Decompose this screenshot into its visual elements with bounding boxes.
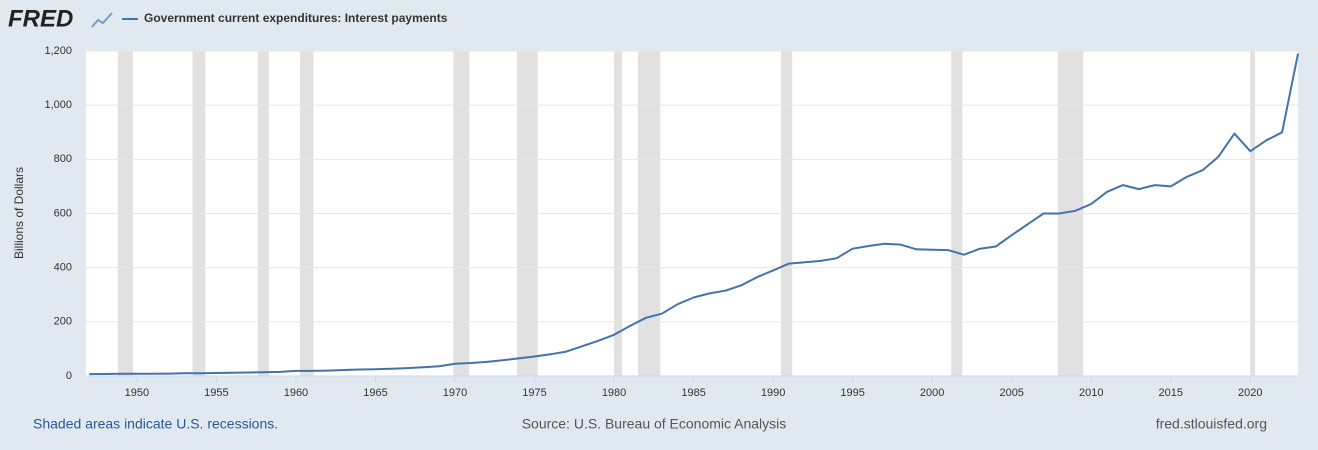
x-tick-label: 1995 (840, 387, 864, 399)
x-tick-label: 1955 (204, 387, 228, 399)
x-tick-label: 1970 (443, 387, 467, 399)
legend-label: Government current expenditures: Interes… (144, 11, 448, 25)
x-tick-label: 2015 (1159, 387, 1183, 399)
y-tick-label: 1,200 (44, 45, 72, 57)
x-tick-label: 2000 (920, 387, 944, 399)
footer-source: Source: U.S. Bureau of Economic Analysis (522, 416, 787, 432)
x-tick-label: 1980 (602, 387, 626, 399)
footer-url[interactable]: fred.stlouisfed.org (1156, 416, 1267, 432)
x-tick-label: 1985 (681, 387, 705, 399)
logo: FRED (8, 5, 73, 32)
y-axis-label: Billions of Dollars (12, 167, 26, 259)
footer-note[interactable]: Shaded areas indicate U.S. recessions. (33, 416, 278, 432)
y-tick-label: 600 (54, 207, 72, 219)
x-tick-label: 1950 (125, 387, 149, 399)
data-line (89, 53, 1299, 376)
x-tick-label: 1990 (761, 387, 785, 399)
y-tick-label: 800 (54, 153, 72, 165)
x-tick-label: 2020 (1238, 387, 1262, 399)
logo-icon (91, 12, 113, 28)
x-tick-label: 2010 (1079, 387, 1103, 399)
y-tick-label: 200 (54, 316, 72, 328)
x-tick-label: 1960 (284, 387, 308, 399)
x-tick-label: 2005 (999, 387, 1023, 399)
x-tick-label: 1965 (363, 387, 387, 399)
y-tick-label: 1,000 (44, 99, 72, 111)
x-tick-label: 1975 (522, 387, 546, 399)
y-tick-label: 0 (66, 370, 72, 382)
y-tick-label: 400 (54, 262, 72, 274)
